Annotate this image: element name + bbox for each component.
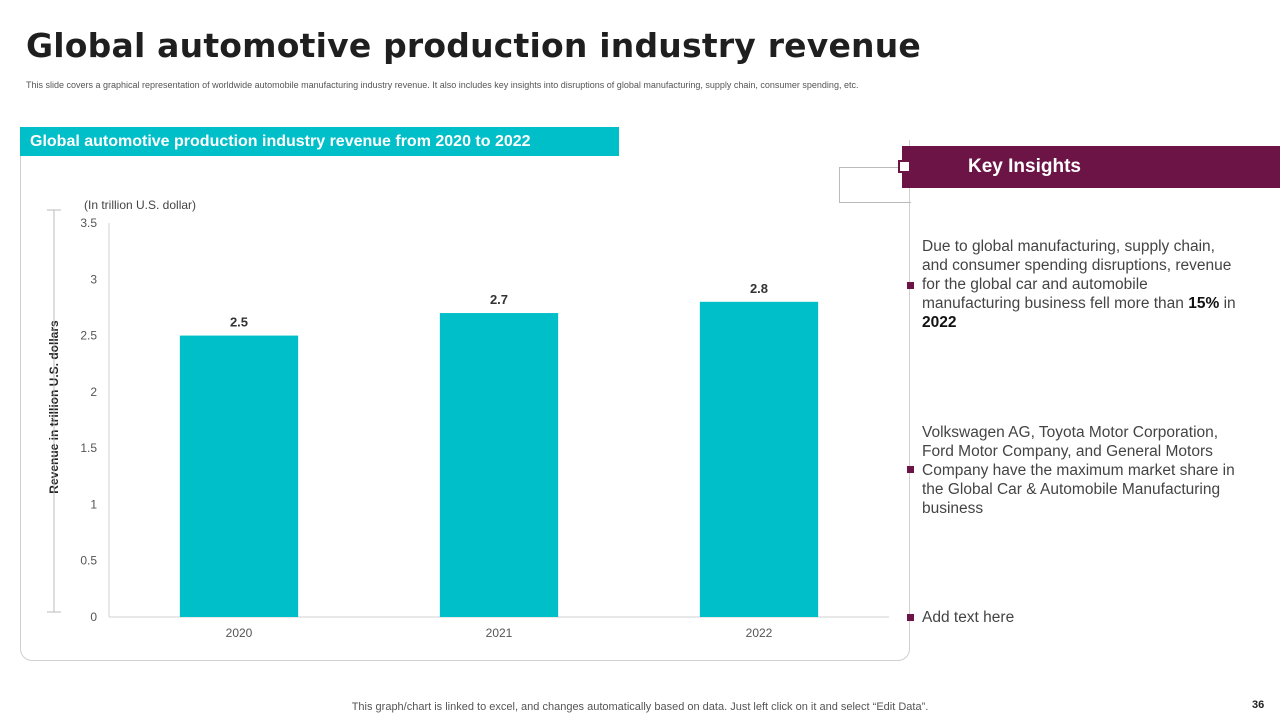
- bar-2022[interactable]: [699, 301, 819, 617]
- x-tick-label: 2020: [226, 626, 253, 640]
- connector-line: [839, 167, 840, 202]
- bar-2021[interactable]: [439, 313, 559, 617]
- insight-1: Due to global manufacturing, supply chai…: [922, 237, 1242, 332]
- insight-3[interactable]: Add text here: [922, 609, 1015, 626]
- data-label-2021: 2.7: [490, 292, 508, 307]
- y-tick-label: 0.5: [80, 554, 97, 568]
- connector-line: [839, 167, 899, 168]
- connector-line: [839, 202, 911, 203]
- y-tick-label: 3: [90, 272, 97, 286]
- data-label-2022: 2.8: [750, 281, 768, 296]
- key-insights-header: Key Insights: [902, 146, 1280, 188]
- y-tick-label: 0: [90, 610, 97, 624]
- insight-1-text-a: Due to global manufacturing, supply chai…: [922, 238, 1232, 312]
- x-tick-label: 2022: [746, 626, 773, 640]
- bullet-icon: [907, 466, 914, 473]
- footer-note: This graph/chart is linked to excel, and…: [351, 701, 929, 713]
- bullet-icon: [907, 614, 914, 621]
- y-tick-label: 3.5: [80, 216, 97, 230]
- y-tick-label: 1.5: [80, 441, 97, 455]
- chart-unit-note: (In trillion U.S. dollar): [84, 198, 196, 212]
- page-number: 36: [1252, 699, 1265, 711]
- page-subtitle: This slide covers a graphical representa…: [26, 80, 859, 90]
- insight-1-year: 2022: [922, 314, 957, 331]
- insight-1-percent: 15%: [1188, 295, 1220, 312]
- data-label-2020: 2.5: [230, 315, 248, 330]
- insight-2: Volkswagen AG, Toyota Motor Corporation,…: [922, 424, 1235, 517]
- y-tick-label: 2: [90, 385, 97, 399]
- chart-panel: [20, 140, 910, 661]
- bullet-icon: [907, 282, 914, 289]
- y-tick-label: 2.5: [80, 329, 97, 343]
- page-title: Global automotive production industry re…: [26, 26, 922, 65]
- insight-1-text-b: in: [1219, 295, 1236, 312]
- insights-marker-icon: [898, 160, 911, 173]
- x-tick-label: 2021: [486, 626, 513, 640]
- y-tick-label: 1: [90, 497, 97, 511]
- bar-2020[interactable]: [179, 335, 299, 617]
- chart-header: Global automotive production industry re…: [20, 127, 619, 156]
